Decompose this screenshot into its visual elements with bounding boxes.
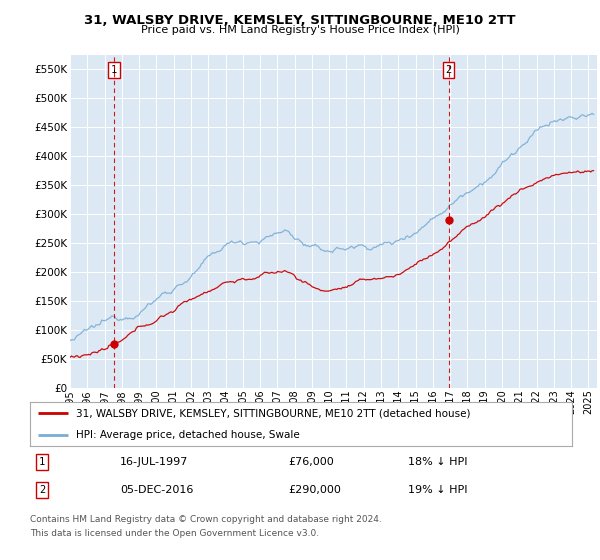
Text: 2: 2 bbox=[446, 65, 452, 75]
Text: Price paid vs. HM Land Registry's House Price Index (HPI): Price paid vs. HM Land Registry's House … bbox=[140, 25, 460, 35]
Text: 19% ↓ HPI: 19% ↓ HPI bbox=[408, 485, 467, 495]
Text: 05-DEC-2016: 05-DEC-2016 bbox=[120, 485, 193, 495]
Text: 18% ↓ HPI: 18% ↓ HPI bbox=[408, 457, 467, 467]
Text: 1: 1 bbox=[39, 457, 45, 467]
Text: 2: 2 bbox=[39, 485, 45, 495]
Text: £290,000: £290,000 bbox=[288, 485, 341, 495]
Text: 31, WALSBY DRIVE, KEMSLEY, SITTINGBOURNE, ME10 2TT (detached house): 31, WALSBY DRIVE, KEMSLEY, SITTINGBOURNE… bbox=[76, 408, 470, 418]
Text: Contains HM Land Registry data © Crown copyright and database right 2024.: Contains HM Land Registry data © Crown c… bbox=[30, 516, 382, 525]
Text: HPI: Average price, detached house, Swale: HPI: Average price, detached house, Swal… bbox=[76, 430, 300, 440]
Text: This data is licensed under the Open Government Licence v3.0.: This data is licensed under the Open Gov… bbox=[30, 530, 319, 539]
Text: £76,000: £76,000 bbox=[288, 457, 334, 467]
Text: 1: 1 bbox=[111, 65, 117, 75]
Text: 31, WALSBY DRIVE, KEMSLEY, SITTINGBOURNE, ME10 2TT: 31, WALSBY DRIVE, KEMSLEY, SITTINGBOURNE… bbox=[84, 14, 516, 27]
Text: 16-JUL-1997: 16-JUL-1997 bbox=[120, 457, 188, 467]
